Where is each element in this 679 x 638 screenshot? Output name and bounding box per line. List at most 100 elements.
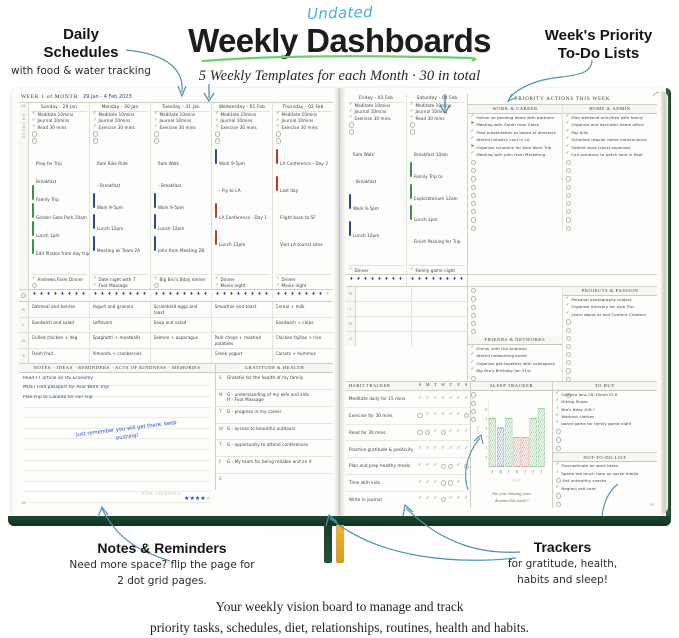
star-icon[interactable]: ★ <box>194 494 201 502</box>
evening-item[interactable]: ✓ Dinner <box>214 276 270 282</box>
priority-item-empty[interactable] <box>468 167 562 175</box>
priority-item-empty[interactable] <box>563 224 657 232</box>
habit-mark-cell[interactable] <box>439 429 447 436</box>
schedule-area[interactable]: 6am Walk - Breakfast Work 9-5pm Lunch 12pm <box>348 137 404 265</box>
schedule-area[interactable]: 6am Bike Ride - Breakfast Work 9-5pm Lunch … <box>92 146 148 274</box>
empty-circle-icon[interactable] <box>425 429 431 436</box>
project-item[interactable]: ✓ Personal photography project <box>563 296 657 303</box>
water-drop-icon[interactable]: ♦ <box>236 292 241 298</box>
priority-item[interactable]: ✓ Follow up pending deals with partners <box>468 114 562 121</box>
empty-circle-icon[interactable] <box>470 160 476 166</box>
evening-item[interactable]: ✓ Date night with T <box>92 276 148 282</box>
project-item-empty[interactable] <box>563 342 657 350</box>
priority-item[interactable]: ✓ Submit work travel expenses <box>563 144 657 151</box>
habit-mark-cell[interactable]: ✓ <box>447 430 455 435</box>
habit-mark-cell[interactable] <box>439 497 447 503</box>
empty-circle-icon[interactable] <box>470 320 476 327</box>
priority-item-empty[interactable] <box>468 183 562 191</box>
priority-item-empty[interactable] <box>563 183 657 191</box>
habit-mark-cell[interactable]: ✓ <box>432 413 440 418</box>
habit-item[interactable]: ✓ Exercise 30 mins <box>348 115 404 121</box>
water-drop-icon[interactable]: ♦ <box>222 292 227 298</box>
water-drop-icon[interactable]: ♦ <box>438 277 443 283</box>
empty-circle-icon[interactable] <box>154 131 160 137</box>
empty-circle-icon[interactable] <box>448 463 454 469</box>
habit-mark-cell[interactable]: ✓ <box>432 430 440 435</box>
meal-cell[interactable]: Chicken fajitas + rice <box>273 333 333 348</box>
evening-item[interactable]: ✓ Family game night <box>409 267 465 273</box>
water-drop-icon[interactable]: ♦ <box>459 277 464 283</box>
priority-item-empty[interactable] <box>468 159 562 167</box>
empty-circle-icon[interactable] <box>470 329 476 335</box>
water-drop-icon[interactable]: ♦ <box>189 292 194 298</box>
empty-circle-icon[interactable] <box>470 288 476 294</box>
evening-item[interactable]: ✓ Andrews Farm Dinner <box>31 276 87 282</box>
priority-item-empty[interactable] <box>468 224 562 232</box>
empty-circle-icon[interactable] <box>565 319 571 325</box>
meal-cell[interactable]: Soup and salad <box>151 318 212 333</box>
habit-item-empty[interactable] <box>92 130 148 137</box>
water-drop-icon[interactable]: ♦ <box>175 292 180 298</box>
evening-item[interactable] <box>153 283 209 289</box>
empty-circle-icon[interactable] <box>555 445 561 451</box>
habit-item-empty[interactable] <box>409 121 465 128</box>
habit-item[interactable]: ✓ Exercise 30 mins <box>214 124 270 130</box>
meal-cell[interactable]: Sandwich and salad <box>29 318 90 333</box>
empty-circle-icon[interactable] <box>470 168 476 174</box>
meal-cell[interactable] <box>151 349 212 364</box>
not-to-do-item[interactable]: ✓ Neglect self-care <box>553 484 657 491</box>
water-drop-icon[interactable]: ♦ <box>114 292 119 298</box>
to-buy-item-empty[interactable] <box>553 436 657 444</box>
star-rating[interactable]: ★★★★★ <box>184 485 211 504</box>
empty-circle-icon[interactable] <box>565 368 571 374</box>
water-drop-icon[interactable]: ♦ <box>46 292 51 298</box>
habit-item-empty[interactable] <box>153 130 209 137</box>
water-drop-icon[interactable]: ♦ <box>356 277 361 283</box>
priority-item[interactable]: ➤ Meeting with Sarah from Sales <box>468 121 562 128</box>
friend-item-empty[interactable] <box>468 374 562 382</box>
habit-mark-cell[interactable]: ✓ <box>447 497 455 502</box>
project-item-empty[interactable] <box>563 351 657 359</box>
habit-mark-cell[interactable] <box>462 463 470 469</box>
schedule-area[interactable]: Work 9-5pm - Fly to LA LA Conference - Day… <box>214 146 270 274</box>
water-drop-icon[interactable]: ♦ <box>452 277 457 283</box>
habit-item-empty[interactable] <box>31 137 87 144</box>
priority-item-empty[interactable] <box>563 175 657 183</box>
habit-item-empty[interactable] <box>275 130 331 137</box>
empty-circle-icon[interactable] <box>440 497 446 503</box>
water-drop-icon[interactable]: ♦ <box>349 277 354 283</box>
evening-item[interactable]: ✓ Movie night <box>214 283 270 289</box>
empty-circle-icon[interactable] <box>276 138 282 144</box>
habit-mark-cell[interactable]: ✓ <box>432 396 440 402</box>
gratitude-row[interactable]: T G - progress in my career <box>216 407 333 424</box>
priority-item[interactable]: ✓ Call someone to patch hole in Roof <box>563 151 657 158</box>
habit-mark-cell[interactable] <box>439 480 447 486</box>
empty-circle-icon[interactable] <box>565 176 571 182</box>
priority-item[interactable]: ✓ Organize and declutter home office <box>563 121 657 128</box>
priority-item-empty[interactable] <box>468 199 562 207</box>
habit-item[interactable]: ✓ Journal 10mins <box>92 118 148 124</box>
to-buy-item[interactable]: ✓ Workout clothes <box>553 413 657 420</box>
water-cell[interactable]: ♦ ♦ ♦ ♦ ♦ ♦ ♦ ♦ <box>212 292 273 298</box>
project-item[interactable]: ✓ Learn about AI and Content Creation <box>563 310 657 317</box>
empty-circle-icon[interactable] <box>470 312 476 318</box>
priority-item-empty[interactable] <box>563 208 657 216</box>
meal-cell[interactable] <box>356 331 412 346</box>
empty-circle-icon[interactable] <box>565 335 571 341</box>
filler-item-empty[interactable] <box>468 303 562 311</box>
habit-item-empty[interactable] <box>214 130 270 137</box>
to-buy-item[interactable]: ✓ Camera lens 28-35mm f2.8 <box>553 391 657 398</box>
habit-mark-cell[interactable]: ✓ <box>455 413 463 418</box>
empty-circle-icon[interactable] <box>463 413 469 419</box>
meal-cell[interactable]: Cereal + milk <box>273 302 333 317</box>
meal-cell[interactable]: Grilled chicken + Veg <box>29 333 90 349</box>
note-line[interactable] <box>23 408 211 419</box>
water-drop-icon[interactable]: ♦ <box>445 277 450 283</box>
habit-item[interactable]: ✓ Exercise 30 mins <box>275 124 331 130</box>
empty-circle-icon[interactable] <box>440 429 446 436</box>
water-drop-icon[interactable]: ♦ <box>318 292 323 298</box>
friend-item[interactable]: ✓ Dinner with the Andrews <box>468 345 562 352</box>
note-line[interactable] <box>23 376 211 387</box>
not-to-do-item[interactable]: Eat unhealthy snacks <box>553 477 657 484</box>
habit-mark-cell[interactable]: ✓ <box>462 497 470 502</box>
